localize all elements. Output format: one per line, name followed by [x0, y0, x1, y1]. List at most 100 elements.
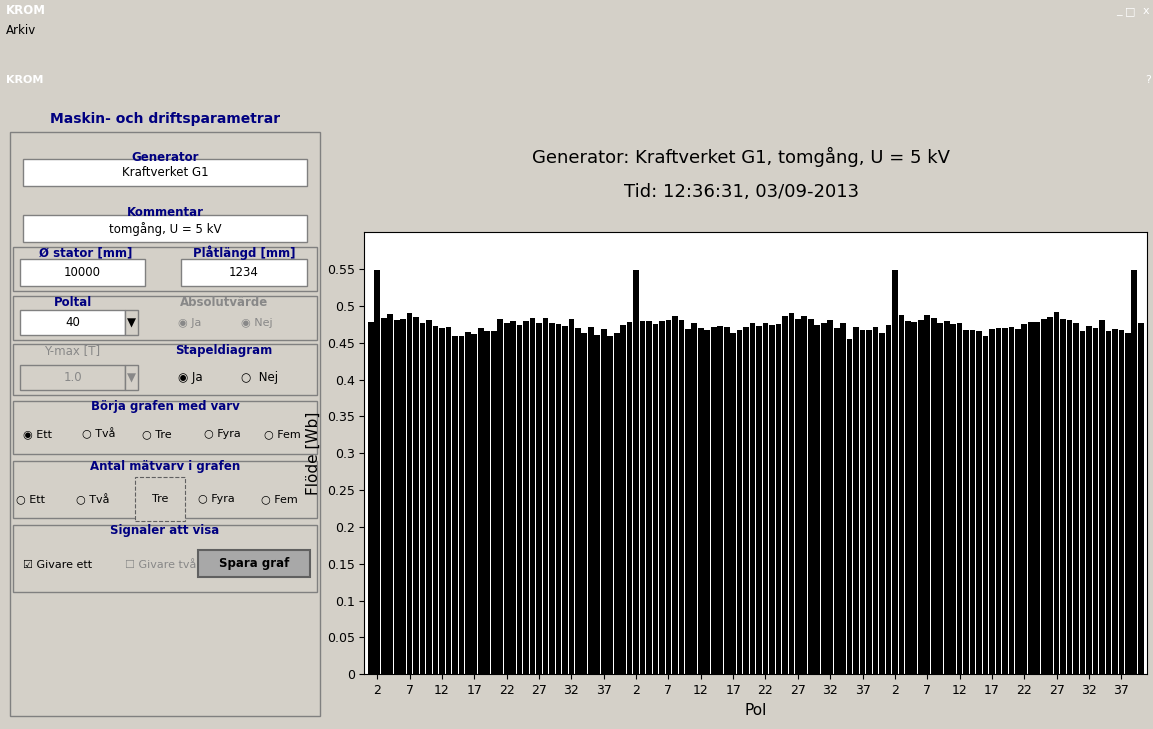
Bar	[776, 324, 782, 674]
Bar	[957, 322, 963, 674]
X-axis label: Pol: Pol	[745, 703, 767, 717]
Y-axis label: Flöde [Wb]: Flöde [Wb]	[306, 412, 321, 495]
Text: 1.0: 1.0	[63, 371, 82, 384]
Bar	[413, 316, 419, 674]
Bar	[918, 320, 924, 674]
Bar	[989, 329, 995, 674]
Bar	[692, 323, 698, 674]
Bar	[620, 325, 626, 674]
Text: ○ Fyra: ○ Fyra	[198, 494, 234, 504]
Bar	[1022, 324, 1027, 674]
Bar	[368, 322, 374, 674]
Bar	[497, 319, 503, 674]
Bar	[407, 313, 413, 674]
Bar	[944, 321, 950, 674]
Bar	[821, 323, 827, 674]
Bar	[1054, 312, 1060, 674]
Bar	[1086, 326, 1092, 674]
Bar	[660, 321, 665, 674]
Bar	[1028, 322, 1033, 674]
Bar	[613, 332, 619, 674]
Bar	[879, 333, 884, 674]
Text: KROM: KROM	[6, 75, 43, 85]
Bar	[937, 323, 943, 674]
Text: 1234: 1234	[229, 265, 259, 278]
Bar	[1015, 330, 1020, 674]
Bar	[198, 550, 310, 577]
Bar	[13, 296, 317, 340]
Bar	[20, 364, 126, 390]
Bar	[23, 159, 307, 186]
Bar	[698, 327, 703, 674]
Bar	[905, 321, 911, 674]
Bar	[796, 319, 800, 674]
Bar	[562, 327, 567, 674]
Bar	[427, 321, 432, 674]
Bar	[504, 323, 510, 674]
Text: ▼: ▼	[127, 316, 136, 329]
Bar	[472, 334, 477, 674]
Bar	[13, 344, 317, 395]
Bar	[543, 318, 549, 674]
Bar	[432, 326, 438, 674]
Bar	[762, 323, 768, 674]
Bar	[653, 324, 658, 674]
Text: Kraftverket G1: Kraftverket G1	[121, 166, 209, 179]
Bar	[459, 336, 465, 674]
Bar	[756, 326, 762, 674]
Bar	[749, 322, 755, 674]
Bar	[20, 259, 145, 286]
Bar	[394, 319, 400, 674]
Bar	[963, 330, 969, 674]
Text: ◉ Ett: ◉ Ett	[23, 429, 52, 439]
Text: ◉: ◉	[135, 494, 145, 504]
Bar	[380, 319, 386, 674]
Text: ?: ?	[1145, 75, 1151, 85]
Bar	[439, 328, 445, 674]
Bar	[1002, 328, 1008, 674]
Text: □: □	[1125, 6, 1136, 16]
Bar	[375, 270, 380, 674]
Bar	[181, 259, 307, 286]
Bar	[853, 327, 859, 674]
Bar	[536, 323, 542, 674]
Bar	[841, 323, 846, 674]
Bar	[13, 246, 317, 292]
Bar	[782, 316, 787, 674]
Bar	[814, 325, 820, 674]
Bar	[484, 331, 490, 674]
Bar	[517, 324, 522, 674]
Bar	[575, 328, 581, 674]
Bar	[126, 364, 138, 390]
Bar	[704, 330, 710, 674]
Bar	[711, 327, 716, 674]
Bar	[789, 313, 794, 674]
Bar	[672, 316, 678, 674]
Text: Poltal: Poltal	[53, 296, 92, 308]
Text: ◉ Nej: ◉ Nej	[241, 318, 272, 327]
Bar	[737, 330, 743, 674]
Bar	[1073, 323, 1079, 674]
Bar	[387, 314, 393, 674]
Bar	[724, 327, 730, 674]
Bar	[982, 335, 988, 674]
Bar	[1125, 333, 1131, 674]
Bar	[769, 325, 775, 674]
Bar	[1047, 317, 1053, 674]
Bar	[465, 332, 470, 674]
Text: ○ Fem: ○ Fem	[264, 429, 301, 439]
Text: ◉ Ja: ◉ Ja	[178, 318, 202, 327]
Bar	[581, 333, 587, 674]
Bar	[886, 325, 891, 674]
Text: 10000: 10000	[63, 265, 101, 278]
Text: ▼: ▼	[127, 371, 136, 384]
Bar	[834, 328, 839, 674]
Bar	[646, 321, 651, 674]
Bar	[588, 327, 594, 674]
Text: ○ Fem: ○ Fem	[261, 494, 297, 504]
Bar	[892, 270, 898, 674]
Bar	[491, 331, 497, 674]
Bar	[549, 323, 555, 674]
Bar	[126, 310, 138, 335]
Bar	[898, 316, 904, 674]
